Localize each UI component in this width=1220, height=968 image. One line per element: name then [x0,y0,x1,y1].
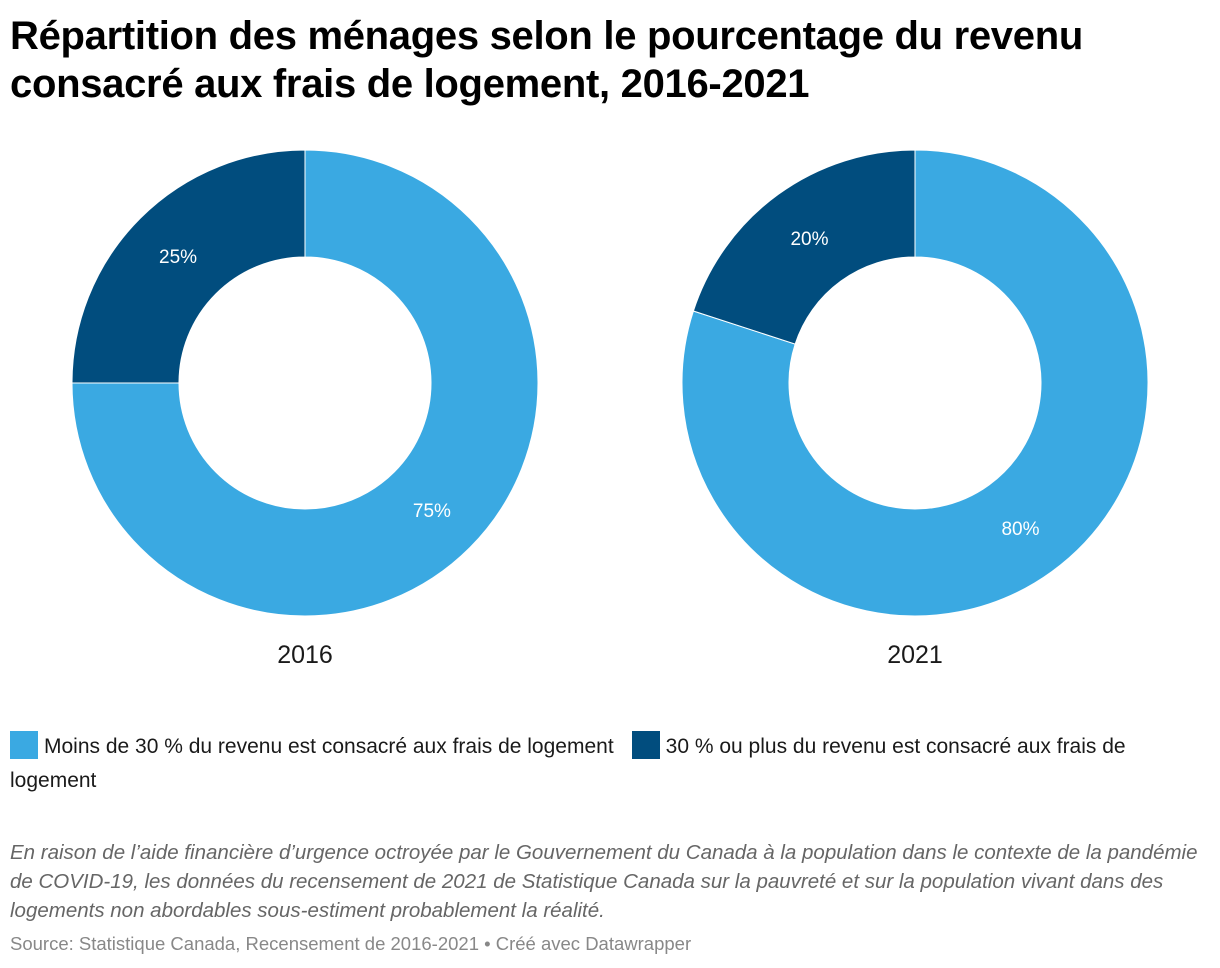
legend-swatch-30-or-more [631,731,660,759]
legend-swatch-under-30 [10,731,38,759]
legend-item-30-or-more: 30 % ou plus du revenu est consacré aux … [10,731,1126,792]
donut-slice-2021-30-or-more [692,149,916,345]
donut-year-label-2021: 2021 [887,641,943,669]
legend-label-under-30: Moins de 30 % du revenu est consacré aux… [44,735,614,758]
legend-label-30-or-more: 30 % ou plus du revenu est consacré aux … [10,735,1126,792]
donut-chart-2016: 75% 25% 2016 [71,149,539,669]
donut-slice-2021-under-30 [681,149,1149,617]
donut-slice-2016-under-30 [71,149,539,617]
donut-chart-2021: 80% 20% 2021 [681,149,1149,669]
donut-slice-2016-30-or-more [71,149,306,384]
data-label-2021-30-or-more: 20% [790,229,828,250]
data-label-2021-under-30: 80% [1001,519,1039,540]
data-label-2016-under-30: 75% [413,501,451,522]
donut-year-label-2016: 2016 [277,641,333,669]
source-line: Source: Statistique Canada, Recensement … [10,933,692,954]
legend-item-under-30: Moins de 30 % du revenu est consacré aux… [10,731,614,759]
footnote: En raison de l’aide financière d’urgence… [10,841,1198,922]
legend: Moins de 30 % du revenu est consacré aux… [10,730,1200,798]
data-label-2016-30-or-more: 25% [159,247,197,268]
chart-title: Répartition des ménages selon le pourcen… [10,14,1083,106]
